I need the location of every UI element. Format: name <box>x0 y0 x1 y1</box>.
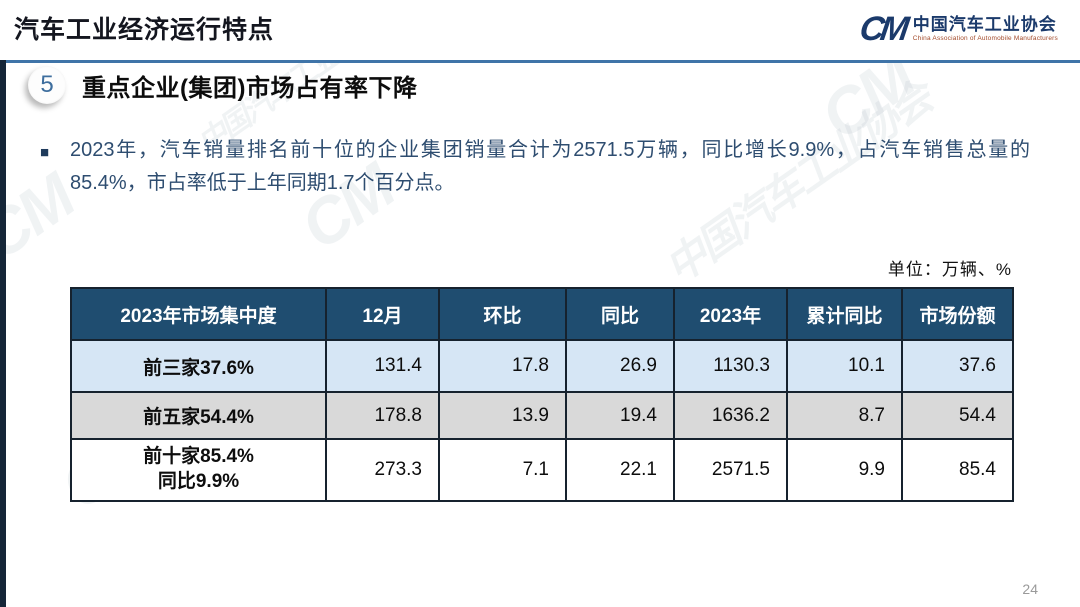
cell-value: 1636.2 <box>673 391 788 440</box>
cell-value: 19.4 <box>565 391 675 440</box>
row-label: 前十家85.4% 同比9.9% <box>70 438 327 502</box>
cell-value: 26.9 <box>565 339 675 393</box>
section-heading-row: 5 重点企业(集团)市场占有率下降 <box>28 66 417 104</box>
section-heading: 重点企业(集团)市场占有率下降 <box>82 74 418 102</box>
slide-header: 汽车工业经济运行特点 CM 中国汽车工业协会 China Association… <box>0 0 1080 63</box>
page-title: 汽车工业经济运行特点 <box>14 16 275 44</box>
cell-value: 178.8 <box>325 391 440 440</box>
table-row-top5: 前五家54.4% 178.8 13.9 19.4 1636.2 8.7 54.4 <box>70 391 1014 440</box>
col-header-mom: 环比 <box>438 287 567 341</box>
cell-value: 13.9 <box>438 391 567 440</box>
cell-value: 17.8 <box>438 339 567 393</box>
cell-value: 7.1 <box>438 438 567 502</box>
unit-label: 单位：万辆、% <box>887 260 1012 279</box>
cell-value: 54.4 <box>901 391 1014 440</box>
row-label-line1: 前十家85.4% <box>143 446 254 468</box>
page-number: 24 <box>1022 581 1038 597</box>
bullet-paragraph: ■ 2023年，汽车销量排名前十位的企业集团销量合计为2571.5万辆，同比增长… <box>40 134 1030 200</box>
cell-value: 2571.5 <box>673 438 788 502</box>
bullet-text: 2023年，汽车销量排名前十位的企业集团销量合计为2571.5万辆，同比增长9.… <box>70 139 1030 194</box>
table-header-row: 2023年市场集中度 12月 环比 同比 2023年 累计同比 市场份额 <box>70 287 1014 341</box>
cell-value: 8.7 <box>786 391 903 440</box>
market-concentration-table: 2023年市场集中度 12月 环比 同比 2023年 累计同比 市场份额 前三家… <box>70 287 1014 502</box>
col-header-yoy: 同比 <box>565 287 675 341</box>
col-header-market-share: 市场份额 <box>901 287 1014 341</box>
table-row-top3: 前三家37.6% 131.4 17.8 26.9 1130.3 10.1 37.… <box>70 339 1014 393</box>
caam-logo: CM 中国汽车工业协会 China Association of Automob… <box>857 10 1058 48</box>
cell-value: 85.4 <box>901 438 1014 502</box>
caam-logo-icon: CM <box>857 10 908 48</box>
cell-value: 1130.3 <box>673 339 788 393</box>
section-number-badge: 5 <box>28 66 66 104</box>
cell-value: 37.6 <box>901 339 1014 393</box>
bullet-marker-icon: ■ <box>40 144 50 161</box>
col-header-2023: 2023年 <box>673 287 788 341</box>
col-header-cumulative-yoy: 累计同比 <box>786 287 903 341</box>
row-label-line2: 同比9.9% <box>157 471 240 492</box>
left-accent-bar <box>0 60 6 607</box>
col-header-december: 12月 <box>325 287 440 341</box>
cell-value: 9.9 <box>786 438 903 502</box>
row-label: 前五家54.4% <box>70 391 327 440</box>
logo-name-en: China Association of Automobile Manufact… <box>912 34 1058 42</box>
table-row-top10: 前十家85.4% 同比9.9% 273.3 7.1 22.1 2571.5 9.… <box>70 438 1014 502</box>
cell-value: 10.1 <box>786 339 903 393</box>
logo-name-cn: 中国汽车工业协会 <box>912 15 1057 35</box>
row-label: 前三家37.6% <box>70 339 327 393</box>
col-header-concentration: 2023年市场集中度 <box>70 287 327 341</box>
cell-value: 22.1 <box>565 438 675 502</box>
cell-value: 273.3 <box>325 438 440 502</box>
cell-value: 131.4 <box>325 339 440 393</box>
